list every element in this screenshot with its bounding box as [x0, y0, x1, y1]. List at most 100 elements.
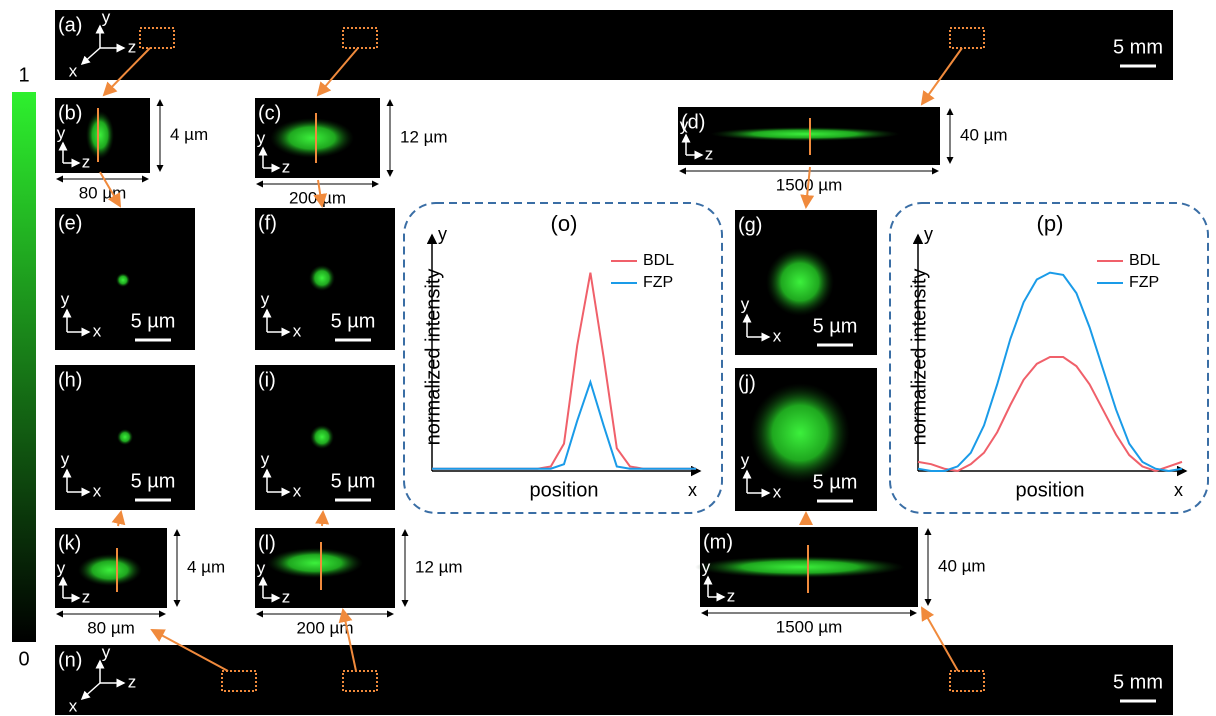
connector-arrow — [322, 512, 323, 526]
intensity-spot — [117, 429, 133, 445]
axis-letter: y — [102, 642, 111, 661]
x-axis-name: x — [1174, 480, 1183, 500]
colorbar-label: 1 — [18, 64, 29, 86]
axis-letter: x — [69, 61, 78, 80]
scale-label: 5 mm — [1113, 36, 1163, 58]
axis-letter: x — [773, 326, 782, 345]
intensity-spot — [309, 265, 335, 291]
axis-letter: z — [705, 144, 714, 163]
axis-letter: y — [261, 289, 270, 308]
panel-label: (f) — [258, 212, 277, 234]
scale-label: 5 µm — [813, 315, 858, 337]
scale-label: 5 mm — [1113, 671, 1163, 693]
legend-label: BDL — [1129, 252, 1160, 269]
axis-letter: z — [727, 586, 736, 605]
chart-frame — [404, 203, 722, 513]
data-line — [432, 382, 696, 469]
image-panel — [55, 10, 1173, 80]
axis-letter: z — [282, 157, 291, 176]
axis-letter: x — [69, 696, 78, 715]
intensity-spot — [267, 548, 363, 578]
axis-letter: z — [128, 37, 137, 56]
colorbar-label: 0 — [18, 648, 29, 670]
scale-label: 5 µm — [331, 310, 376, 332]
dimension-label: 80 µm — [79, 183, 127, 202]
panel-label: (b) — [58, 102, 82, 124]
dimension-label: 40 µm — [938, 556, 986, 575]
connector-arrow — [118, 512, 121, 526]
panel-label: (k) — [58, 532, 81, 554]
panel-label: (l) — [258, 532, 276, 554]
y-axis-name: y — [924, 224, 933, 244]
figure: 01(a)yzx5 mm(b)yz4 µm80 µm(c)yz12 µm200 … — [0, 0, 1216, 716]
data-line — [918, 357, 1182, 471]
axis-letter: y — [61, 289, 70, 308]
axis-letter: y — [741, 450, 750, 469]
dimension-label: 12 µm — [415, 557, 463, 576]
intensity-spot — [116, 273, 130, 287]
intensity-spot — [270, 118, 354, 158]
axis-letter: z — [282, 587, 291, 606]
panel-label: (g) — [738, 214, 762, 236]
x-axis-name: x — [688, 480, 697, 500]
x-axis-label: position — [1016, 479, 1085, 501]
axis-letter: x — [293, 481, 302, 500]
panel-label: (e) — [58, 212, 82, 234]
axis-letter: z — [82, 587, 91, 606]
axis-letter: y — [257, 558, 266, 577]
chart-title: (o) — [551, 211, 578, 236]
axis-letter: y — [57, 123, 66, 142]
colorbar — [12, 92, 36, 642]
legend-label: BDL — [643, 252, 674, 269]
panel-label: (h) — [58, 369, 82, 391]
axis-letter: x — [773, 482, 782, 501]
x-axis-label: position — [530, 479, 599, 501]
legend-label: FZP — [1129, 274, 1159, 291]
scale-label: 5 µm — [331, 470, 376, 492]
axis-letter: y — [102, 7, 111, 26]
intensity-spot — [766, 248, 834, 316]
panel-label: (m) — [703, 531, 733, 553]
panel-label: (c) — [258, 102, 281, 124]
intensity-spot — [695, 556, 905, 578]
axis-letter: x — [93, 321, 102, 340]
axis-letter: y — [680, 115, 689, 134]
axis-letter: x — [293, 321, 302, 340]
intensity-spot — [750, 383, 850, 483]
axis-letter: y — [741, 294, 750, 313]
dimension-label: 12 µm — [400, 127, 448, 146]
dimension-label: 80 µm — [87, 618, 135, 637]
y-axis-label: normalized intensity — [908, 269, 930, 446]
intensity-spot — [78, 554, 142, 586]
scale-label: 5 µm — [131, 470, 176, 492]
scale-label: 5 µm — [813, 471, 858, 493]
dimension-label: 1500 µm — [776, 617, 843, 636]
panel-label: (j) — [738, 372, 756, 394]
legend-label: FZP — [643, 274, 673, 291]
axis-letter: y — [261, 449, 270, 468]
panel-label: (a) — [58, 14, 82, 36]
y-axis-label: normalized intensity — [422, 269, 444, 446]
scale-label: 5 µm — [131, 310, 176, 332]
axis-letter: x — [93, 481, 102, 500]
panel-label: (i) — [258, 369, 276, 391]
axis-letter: z — [82, 152, 91, 171]
axis-letter: y — [61, 449, 70, 468]
data-line — [918, 273, 1182, 471]
dimension-label: 4 µm — [170, 125, 208, 144]
page: 01(a)yzx5 mm(b)yz4 µm80 µm(c)yz12 µm200 … — [0, 0, 1216, 716]
dimension-label: 40 µm — [960, 125, 1008, 144]
dimension-label: 200 µm — [289, 188, 346, 207]
chart-title: (p) — [1037, 211, 1064, 236]
image-panel — [55, 645, 1173, 715]
axis-letter: z — [128, 672, 137, 691]
axis-letter: y — [257, 128, 266, 147]
intensity-spot — [310, 425, 334, 449]
data-line — [432, 273, 696, 469]
intensity-spot — [710, 127, 900, 141]
axis-letter: y — [702, 557, 711, 576]
y-axis-name: y — [438, 224, 447, 244]
axis-letter: y — [57, 558, 66, 577]
panel-label: (n) — [58, 649, 82, 671]
dimension-label: 4 µm — [187, 557, 225, 576]
